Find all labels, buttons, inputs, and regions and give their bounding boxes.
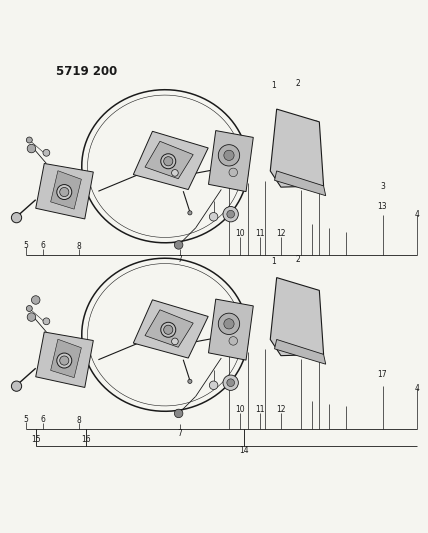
Polygon shape [51,339,81,378]
Circle shape [188,379,192,383]
Text: 6: 6 [41,415,46,424]
Circle shape [57,184,72,199]
Circle shape [27,305,32,311]
Polygon shape [270,109,324,187]
Text: 14: 14 [239,446,249,455]
Circle shape [172,169,178,176]
Circle shape [27,137,32,143]
Circle shape [161,322,176,337]
Circle shape [229,337,238,345]
Circle shape [174,240,183,249]
Polygon shape [51,171,81,209]
Circle shape [43,318,50,325]
Circle shape [57,353,72,368]
Text: 7: 7 [178,255,182,264]
Polygon shape [274,340,326,364]
Text: 8: 8 [76,416,81,425]
Circle shape [174,409,183,418]
Text: 16: 16 [81,435,91,444]
Circle shape [227,211,235,218]
Polygon shape [36,332,93,387]
Text: 17: 17 [377,369,387,378]
Circle shape [43,149,50,156]
Polygon shape [208,131,253,191]
Circle shape [229,168,238,176]
Text: 3: 3 [380,182,385,191]
Circle shape [27,313,36,321]
Text: 11: 11 [256,405,265,414]
Text: 8: 8 [76,241,81,251]
Text: 11: 11 [256,229,265,238]
Circle shape [12,213,22,223]
Circle shape [163,157,173,166]
Circle shape [227,379,235,386]
Text: 4: 4 [414,210,419,219]
Text: 12: 12 [276,229,286,238]
Text: 1: 1 [271,81,276,90]
Circle shape [31,296,40,304]
Circle shape [218,313,240,335]
Text: 12: 12 [276,405,286,414]
Text: 4: 4 [414,384,419,393]
Circle shape [218,144,240,166]
Circle shape [172,338,178,345]
Circle shape [161,154,176,169]
Circle shape [224,319,234,329]
Circle shape [163,325,173,334]
Circle shape [59,188,69,197]
Circle shape [223,375,238,390]
Polygon shape [134,131,208,190]
Circle shape [223,206,238,222]
Circle shape [27,144,36,153]
Polygon shape [134,300,208,358]
Circle shape [209,381,218,390]
Text: 5: 5 [23,241,28,249]
Text: 1: 1 [271,257,276,266]
Circle shape [209,213,218,221]
Circle shape [188,211,192,215]
Text: 2: 2 [296,79,300,88]
Text: 6: 6 [41,241,46,249]
Text: 2: 2 [296,255,300,264]
Text: 7: 7 [178,429,182,438]
Polygon shape [270,278,324,356]
Text: 5: 5 [23,415,28,424]
Polygon shape [36,164,93,219]
Polygon shape [145,141,193,179]
Circle shape [12,381,22,391]
Text: 5719 200: 5719 200 [56,66,117,78]
Text: 10: 10 [236,405,245,414]
Polygon shape [145,310,193,347]
Text: 15: 15 [31,435,41,444]
Polygon shape [274,171,326,196]
Polygon shape [208,299,253,360]
Circle shape [59,356,69,365]
Circle shape [224,150,234,160]
Text: 13: 13 [377,203,387,211]
Text: 10: 10 [236,229,245,238]
